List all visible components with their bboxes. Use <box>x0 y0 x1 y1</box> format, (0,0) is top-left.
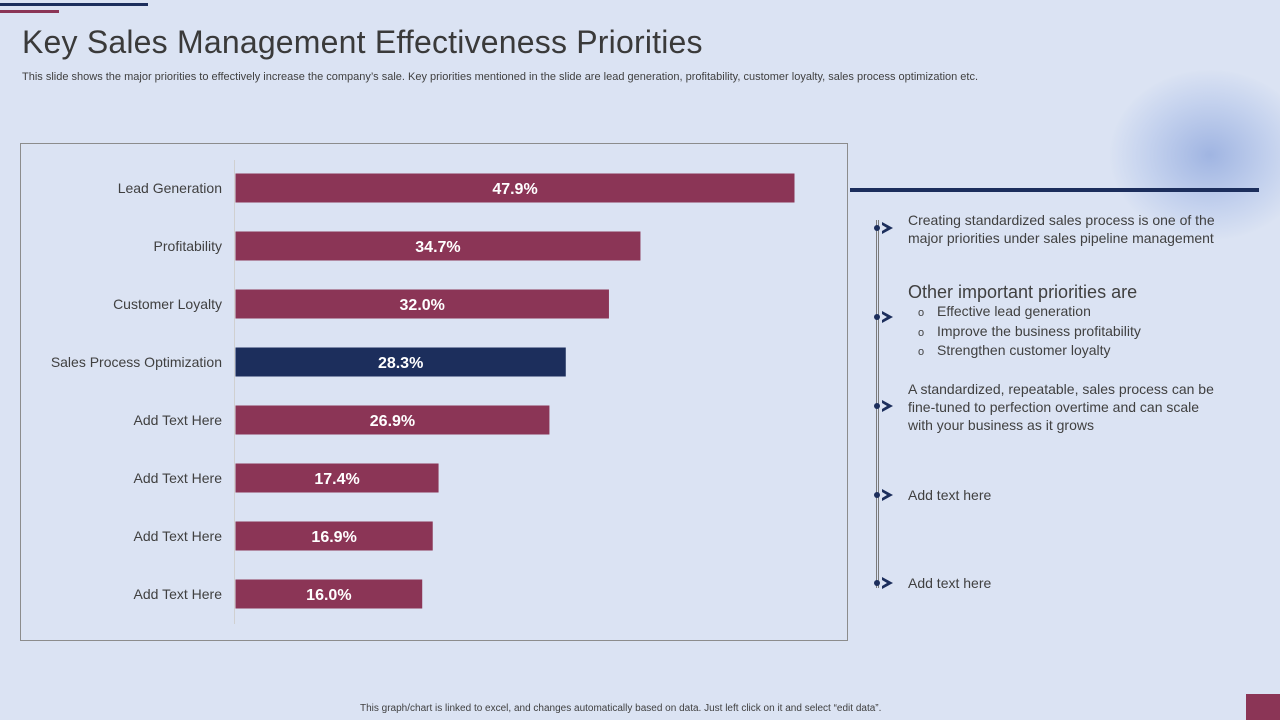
bullet-circle-icon: o <box>918 307 925 319</box>
footer-note: This graph/chart is linked to excel, and… <box>360 703 882 714</box>
page-subtitle: This slide shows the major priorities to… <box>22 71 979 83</box>
arrow-marker-icon <box>874 311 896 323</box>
bar[interactable] <box>235 463 439 493</box>
bar[interactable] <box>235 347 566 377</box>
data-label: 26.9% <box>370 413 415 430</box>
category-label: Profitability <box>154 238 222 254</box>
bullet-circle-icon: o <box>918 346 925 358</box>
data-label: 17.4% <box>314 471 359 488</box>
category-label: Lead Generation <box>118 180 222 196</box>
data-label: 47.9% <box>492 181 537 198</box>
category-label: Add Text Here <box>134 586 223 602</box>
category-label: Add Text Here <box>134 412 223 428</box>
category-label: Customer Loyalty <box>113 296 222 312</box>
right-point-5[interactable]: Add text here <box>908 575 992 591</box>
right-panel-rule <box>850 188 1259 192</box>
category-label: Sales Process Optimization <box>51 354 222 370</box>
bar[interactable] <box>235 173 795 203</box>
bullet-circle-icon: o <box>918 326 925 339</box>
right-point-3: A standardized, repeatable, sales proces… <box>908 381 1214 433</box>
bar[interactable] <box>235 521 433 551</box>
top-accent-line-navy <box>0 3 148 6</box>
arrow-marker-icon <box>874 400 896 412</box>
list-item: o Improve the business profitability <box>918 323 1141 343</box>
right-point-1: Creating standardized sales process is o… <box>908 212 1215 246</box>
arrow-marker-icon <box>874 489 896 501</box>
bar-chart-frame[interactable]: Lead Generation 47.9% Profitability 34.7% Cu… <box>20 143 848 641</box>
page-title: Key Sales Management Effectiveness Prior… <box>22 24 703 60</box>
list-item: o Strengthen customer loyalty <box>918 342 1141 362</box>
bar-chart[interactable]: Lead Generation 47.9% Profitability 34.7% Cu… <box>21 144 849 642</box>
data-label: 32.0% <box>400 297 445 314</box>
right-point-4[interactable]: Add text here <box>908 487 992 503</box>
priority-bullet-list: o Effective lead generation o Improve the … <box>918 303 1141 362</box>
data-label: 16.0% <box>306 587 351 604</box>
bar[interactable] <box>235 405 550 435</box>
top-accent-line-red <box>0 10 59 13</box>
arrow-marker-icon <box>874 577 896 589</box>
right-heading: Other important priorities are <box>908 282 1138 302</box>
data-label: 34.7% <box>415 239 460 256</box>
bar[interactable] <box>235 231 641 261</box>
corner-accent <box>1246 694 1280 720</box>
arrow-marker-icon <box>874 222 896 234</box>
category-label: Add Text Here <box>134 470 223 486</box>
decorative-glow <box>1110 70 1280 240</box>
category-label: Add Text Here <box>134 528 223 544</box>
data-label: 28.3% <box>378 355 423 372</box>
bar[interactable] <box>235 289 609 319</box>
bar[interactable] <box>235 579 423 609</box>
data-label: 16.9% <box>311 529 356 546</box>
list-item: o Effective lead generation <box>918 303 1141 323</box>
